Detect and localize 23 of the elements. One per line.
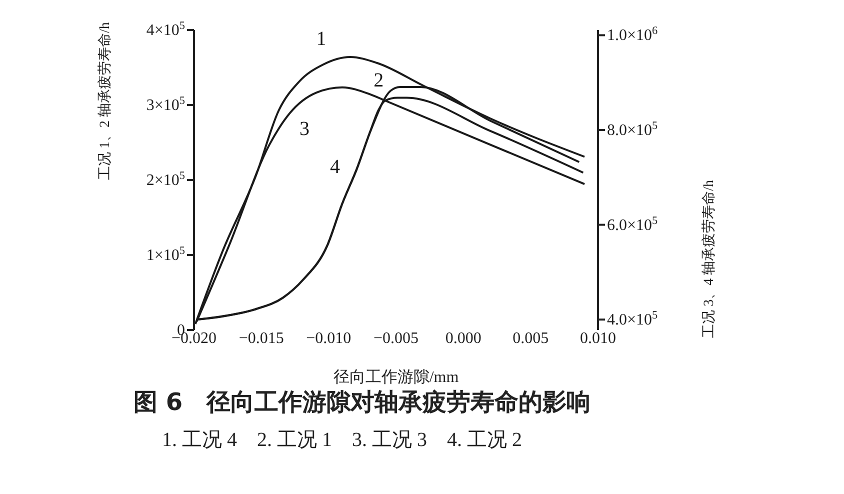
- y-tick-label: 2×10$^{5}$: [146, 170, 186, 189]
- text: 1. 工况 4 2. 工况 1 3. 工况 3 4. 工况 2: [161, 428, 523, 453]
- y2-tick-label: 6.0×10$^{5}$: [607, 214, 658, 234]
- series-label: 3: [300, 118, 310, 140]
- series-label: 4: [330, 156, 340, 178]
- y-tick-label: 4×10$^{5}$: [146, 20, 186, 39]
- x-tick-label: −0.010: [306, 330, 352, 347]
- x-tick-label: −0.015: [238, 330, 284, 347]
- x-tick-label: 0.010: [580, 330, 616, 347]
- y2-tick-label: 1.0×10$^{6}$: [607, 25, 658, 44]
- y-tick-label: 1×10$^{5}$: [146, 245, 186, 264]
- y-axis-title: 工况 1、2 轴承疲劳寿命/h: [96, 22, 113, 180]
- series-label: 1: [316, 28, 326, 50]
- y2-axis-title: 工况 3、4 轴承疲劳寿命/h: [700, 180, 717, 338]
- text: 图 6 径向工作游隙对轴承疲劳寿命的影响: [132, 387, 592, 418]
- y2-tick-label: 8.0×10$^{5}$: [607, 120, 658, 139]
- series-label: 2: [374, 69, 384, 92]
- x-tick-label: −0.005: [373, 330, 419, 347]
- x-tick-label: 0.005: [512, 330, 549, 347]
- y2-tick-label: 4.0×10$^{5}$: [607, 310, 658, 329]
- y-tick-label: 3×10$^{5}$: [146, 95, 186, 114]
- x-axis-title: 径向工作游隙/mm: [333, 368, 460, 386]
- x-tick-label: 0.000: [445, 330, 482, 347]
